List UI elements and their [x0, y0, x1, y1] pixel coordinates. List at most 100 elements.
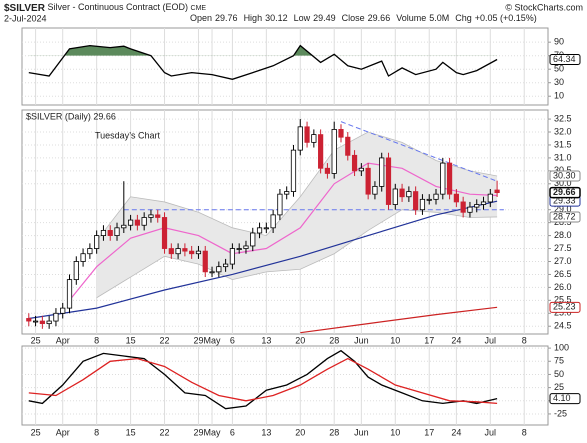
y-tick-label: 75 [554, 356, 564, 366]
candle-body [304, 126, 310, 143]
moving-average [300, 306, 498, 334]
x-tick-label: 8 [522, 427, 527, 437]
symbol: $SILVER [4, 3, 46, 14]
x-tick-label: 8 [522, 335, 527, 345]
candle-body [338, 129, 344, 138]
instrument-name: Silver - Continuous Contract (EOD) [47, 2, 188, 12]
x-tick-label: 15 [126, 427, 136, 437]
indicator-line [28, 349, 498, 410]
x-tick-label: 17 [424, 427, 434, 437]
candle-body [114, 227, 120, 236]
moving-average [28, 200, 498, 320]
header-line: $SILVER Silver - Continuous Contract (EO… [4, 2, 206, 13]
x-tick-label: 6 [230, 427, 235, 437]
candle-body [175, 248, 181, 255]
candle-body [277, 193, 283, 216]
y-tick-label: 90 [554, 37, 564, 47]
candle-body [433, 193, 439, 200]
candle-body [494, 189, 500, 194]
candle-body [26, 318, 32, 322]
candle-body [365, 167, 371, 195]
x-tick-label: 24 [451, 335, 461, 345]
candle-body [32, 320, 39, 323]
candle-body [467, 206, 473, 213]
value-tag-label: 4.10 [553, 393, 571, 403]
x-tick-label: 13 [261, 427, 271, 437]
band-lower [96, 209, 498, 299]
value-tag [549, 211, 581, 223]
y-tick-label: 50 [554, 369, 564, 379]
legend: $SILVER (Daily) 29.66 [26, 111, 116, 121]
x-tick-label: May [204, 335, 222, 345]
candle-body [426, 198, 432, 201]
y-tick-label: -25 [554, 408, 567, 418]
candle-body [331, 129, 337, 174]
y-tick-label: 28.0 [554, 230, 572, 240]
y-tick-label: 100 [554, 342, 569, 352]
x-tick-label: 24 [451, 427, 461, 437]
y-tick-label: 30 [554, 77, 564, 87]
candle-body [80, 253, 86, 262]
candle-body [189, 250, 195, 255]
copyright: © StockCharts.com [505, 2, 583, 12]
candle-body [46, 320, 52, 325]
y-tick-label: 29.0 [554, 204, 572, 214]
y-tick-label: 26.5 [554, 269, 572, 279]
x-tick-label: 13 [261, 335, 271, 345]
candle-body [290, 149, 297, 192]
candle-body [223, 263, 229, 268]
x-tick-label: 20 [295, 335, 305, 345]
quote-value: 30.12 [265, 13, 288, 23]
candle-body [216, 266, 222, 273]
candle-body [182, 248, 188, 252]
quote-line: Open 29.76 High 30.12 Low 29.49 Close 29.66 Volu… [190, 13, 537, 23]
quote-value: 5.0M [429, 13, 449, 23]
candle-body [446, 162, 453, 195]
panel-frame [21, 345, 549, 426]
date: 2-Jul-2024 [4, 13, 47, 23]
x-tick-label: 6 [230, 335, 235, 345]
y-tick-label: 27.0 [554, 256, 572, 266]
y-tick-label: 10 [554, 91, 564, 101]
panel-frame [21, 109, 549, 335]
value-tag-label: 64.34 [553, 54, 576, 64]
candle-body [100, 230, 107, 236]
candle-body [87, 248, 93, 255]
candle-body [53, 312, 59, 322]
quote-label: Volume [396, 13, 426, 23]
x-tick-label: 8 [94, 427, 99, 437]
panel-frame [21, 27, 549, 106]
candle-body [453, 193, 459, 203]
x-tick-label: 22 [160, 335, 170, 345]
x-tick-label: 8 [94, 335, 99, 345]
candle-body [141, 217, 147, 226]
candle-body [39, 320, 45, 325]
x-tick-label: 28 [329, 335, 339, 345]
value-tag-label: 29.66 [553, 187, 576, 197]
x-tick-label: Jul [485, 427, 497, 437]
candle-body [372, 185, 378, 195]
y-tick-label: 31.0 [554, 152, 572, 162]
candle-body [311, 134, 317, 143]
y-tick-label: 32.0 [554, 126, 572, 136]
value-tag [549, 54, 581, 66]
candle-body [297, 126, 303, 151]
overbought-fill [64, 45, 336, 56]
value-tag-label: 29.33 [553, 196, 576, 206]
candle-body [134, 219, 140, 226]
candle-body [399, 188, 405, 198]
x-tick-label: 20 [295, 427, 305, 437]
candle-body [345, 136, 351, 156]
x-tick-label: Jun [354, 427, 369, 437]
value-tag [549, 393, 581, 405]
candle-body [168, 248, 174, 255]
candle-body [351, 154, 358, 172]
y-tick-label: 30.0 [554, 178, 572, 188]
candle-body [358, 167, 364, 172]
x-tick-label: 29 [193, 335, 203, 345]
candle-body [460, 201, 466, 213]
candle-body [161, 217, 168, 249]
candle-body [148, 214, 154, 218]
value-tag-label: 25.23 [553, 302, 576, 312]
